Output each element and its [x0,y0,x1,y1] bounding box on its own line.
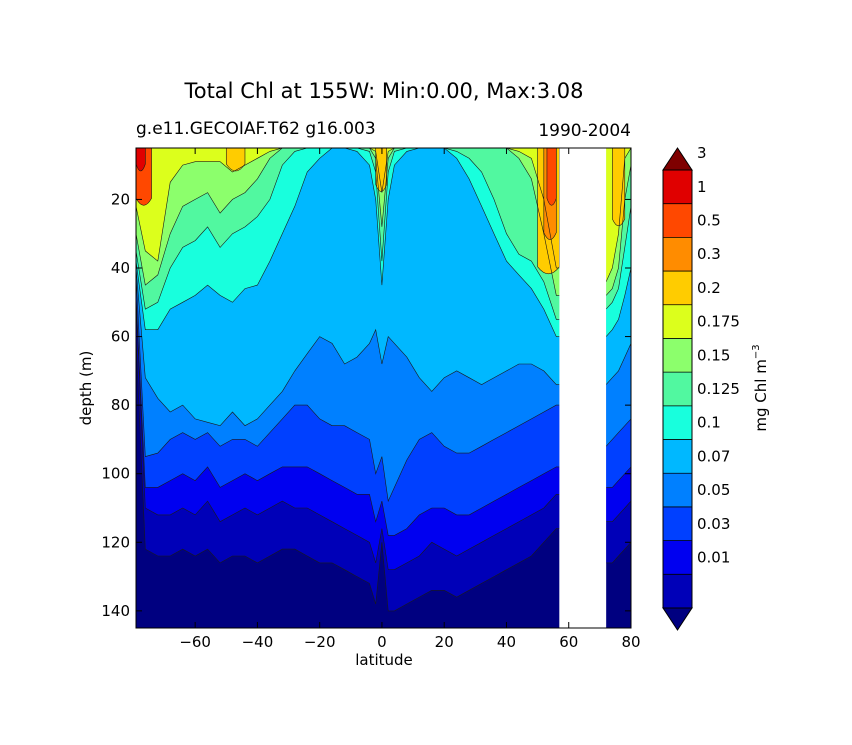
colorbar-tick-label: 1 [697,178,707,196]
colorbar-swatch [663,372,692,406]
y-tick-label: 140 [101,602,130,620]
patch-south-darkred [136,148,146,172]
x-tick-label: −40 [242,633,274,651]
y-axis-label: depth (m) [77,351,95,426]
colorbar-swatch [663,439,692,474]
south-contour-level_0.03 [136,302,560,570]
x-axis: −60 −40 −20 0 20 40 60 80 [179,148,641,651]
colorbar-extend-min [662,607,693,631]
south-contour-level_0.125 [136,148,560,337]
south-band-level_0.175 [136,148,560,296]
x-axis-label: latitude [355,651,413,669]
y-tick-label: 100 [101,465,130,483]
colorbar-swatch [663,237,692,272]
chart-subtitle-right: 1990-2004 [538,121,631,141]
colorbar-tick-label: 0.03 [697,515,730,533]
colorbar-tick-label: 0.1 [697,414,721,432]
colorbar-tick-label: 3 [697,144,707,162]
contour-fills [136,148,631,628]
north-contour-level_0.125 [605,267,631,337]
colorbar-swatch [663,271,692,305]
y-tick-label: 40 [111,259,130,277]
chart-subtitle-left: g.e11.GECOIAF.T62 g16.003 [136,119,376,139]
colorbar-swatch [663,405,692,440]
patch-south-orange [225,148,246,172]
colorbar-tick-label: 0.07 [697,447,730,465]
colorbar-swatch [663,506,692,541]
y-axis: 20 40 60 80 100 120 140 [101,190,631,620]
x-tick-label: 40 [497,633,516,651]
north-contour-level_0.07 [605,418,631,447]
colorbar-extend-max [662,147,693,171]
north-contour-level_0.15 [605,206,631,310]
colorbar-swatch [663,203,692,238]
x-tick-label: −60 [179,633,211,651]
north-contour-level_0.175 [605,165,631,296]
colorbar-tick-label: 0.125 [697,380,740,398]
colorbar-label: mg Chl m−3 [751,344,770,431]
south-band-level_0.2 [136,148,560,268]
colorbar-swatch [663,338,692,373]
north-contour-level_0.01 [606,542,631,564]
colorbar-tick-label: 0.2 [697,279,721,297]
colorbar-tick-label: 0.175 [697,313,740,331]
colorbar-tick-label: 0.15 [697,346,730,364]
y-tick-label: 80 [111,396,130,414]
y-tick-label: 60 [111,328,130,346]
y-tick-label: 120 [101,533,130,551]
plot-frame [135,147,632,629]
south-contour-level_0.175 [136,148,560,296]
colorbar-label-text: mg Chl m [752,359,770,431]
x-tick-label: 60 [559,633,578,651]
colorbar-swatch [663,473,692,507]
x-tick-label: 0 [377,633,387,651]
south-contour-level_0.15 [136,148,560,320]
south-contour-level_0.01 [136,336,560,612]
chart-title: Total Chl at 155W: Min:0.00, Max:3.08 [183,79,583,103]
south-contour-level_0.05 [136,295,560,536]
south-contour-level_0.1 [136,267,560,427]
north-contour-level_0.1 [605,343,631,385]
x-tick-label: 80 [621,633,640,651]
colorbar: 0.01 0.03 0.05 0.07 0.1 0.125 0.15 0.175 0.2 0.3 0… [662,144,740,631]
colorbar-tick-label: 0.05 [697,481,730,499]
plot-area [136,148,631,628]
missing-data-band [559,148,607,628]
colorbar-swatch [663,170,692,204]
x-tick-label: −20 [304,633,336,651]
contour-lines [136,148,631,612]
colorbar-swatch [663,574,692,608]
colorbar-swatch [663,304,692,339]
north-contour-level_0.05 [606,466,631,488]
y-tick-label: 20 [111,190,130,208]
colorbar-tick-label: 0.3 [697,245,721,263]
south-contour-level_0.07 [136,274,560,503]
colorbar-tick-label: 0.01 [697,548,730,566]
patch-equator-orange [375,148,387,192]
x-tick-label: 20 [435,633,454,651]
north-contour-level_0.03 [606,500,631,522]
patch-arctic-orange [612,148,626,227]
patch-north-red [546,148,557,206]
colorbar-tick-label: 0.5 [697,212,721,230]
south-contour-level_0.2 [136,148,560,269]
north-contour-level_0.2 [605,148,631,282]
colorbar-swatch [663,540,692,575]
colorbar-label-exponent: −3 [751,344,762,359]
